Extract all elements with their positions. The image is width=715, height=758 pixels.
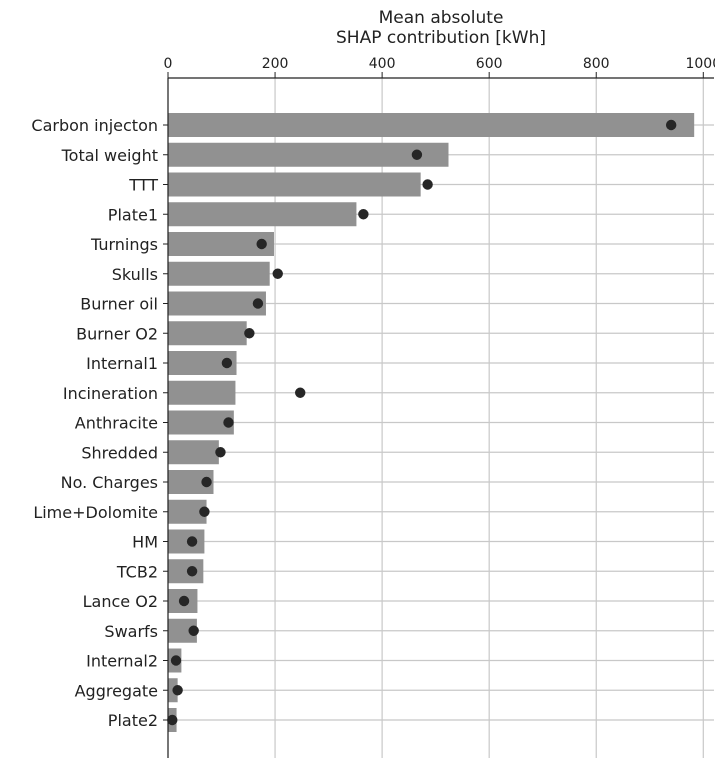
category-label: Burner O2 (76, 324, 158, 343)
bar (168, 113, 695, 137)
category-label: Plate1 (108, 205, 158, 224)
category-label: Burner oil (80, 295, 158, 314)
category-label: Lime+Dolomite (33, 503, 158, 522)
category-label: Internal2 (86, 652, 158, 671)
dot-point (186, 536, 198, 547)
y-tick-labels: Carbon injecton Total weight TTT Plate1 Turn… (31, 116, 158, 730)
category-label: No. Charges (61, 473, 158, 492)
category-label: Swarfs (104, 622, 158, 641)
category-label: Internal1 (86, 354, 158, 373)
bar (168, 261, 270, 286)
category-label: Turnings (90, 235, 158, 254)
dot-point (215, 447, 226, 458)
dot-point (188, 625, 199, 636)
dot-point (252, 298, 264, 309)
dot-point (665, 119, 677, 131)
dot-point (422, 179, 433, 190)
category-label: Aggregate (75, 681, 158, 700)
x-tick-label: 0 (164, 56, 173, 72)
dot-point (199, 506, 210, 517)
x-axis-label-line2: SHAP contribution [kWh] (336, 28, 546, 48)
category-label: Skulls (112, 265, 158, 284)
dot-point (170, 655, 182, 666)
dot-point (272, 268, 283, 279)
dot-series (167, 119, 677, 726)
x-axis-label: Mean absolute SHAP contribution [kWh] (168, 8, 714, 48)
category-label: Incineration (63, 384, 158, 403)
x-tick-label: 800 (583, 56, 610, 72)
axes (163, 72, 714, 758)
dot-point (201, 476, 212, 488)
bar (168, 440, 219, 465)
category-label: Lance O2 (83, 592, 158, 611)
bar (168, 380, 236, 405)
dot-point (172, 685, 183, 696)
bar (168, 202, 357, 227)
bar (168, 291, 266, 316)
x-tick-labels: 0 200 400 600 800 1000 (164, 56, 715, 72)
dot-point (256, 238, 267, 250)
dot-point (411, 149, 423, 160)
dot-point (221, 357, 233, 369)
bar (168, 142, 449, 167)
bar-series (168, 113, 695, 732)
dot-point (178, 595, 190, 607)
category-label: HM (132, 533, 158, 552)
bar (168, 529, 205, 554)
dot-point (167, 714, 178, 726)
x-tick-label: 400 (369, 56, 396, 72)
category-label: Total weight (61, 146, 158, 165)
dot-point (295, 387, 306, 398)
category-label: Shredded (81, 443, 158, 462)
x-tick-label: 1000 (685, 56, 715, 72)
category-label: TCB2 (116, 562, 158, 581)
category-label: Plate2 (108, 711, 158, 730)
category-label: Anthracite (75, 414, 158, 433)
x-tick-label: 600 (476, 56, 503, 72)
dot-point (223, 417, 234, 428)
bar (168, 172, 421, 197)
dot-point (358, 209, 369, 220)
category-label: Carbon injecton (31, 116, 158, 135)
bar (168, 559, 204, 584)
dot-point (244, 328, 255, 339)
dot-point (186, 566, 198, 577)
bar (168, 321, 247, 346)
x-axis-label-line1: Mean absolute (378, 8, 504, 28)
x-tick-label: 200 (262, 56, 289, 72)
bar (168, 232, 274, 256)
bar (168, 410, 234, 435)
category-label: TTT (128, 176, 158, 195)
